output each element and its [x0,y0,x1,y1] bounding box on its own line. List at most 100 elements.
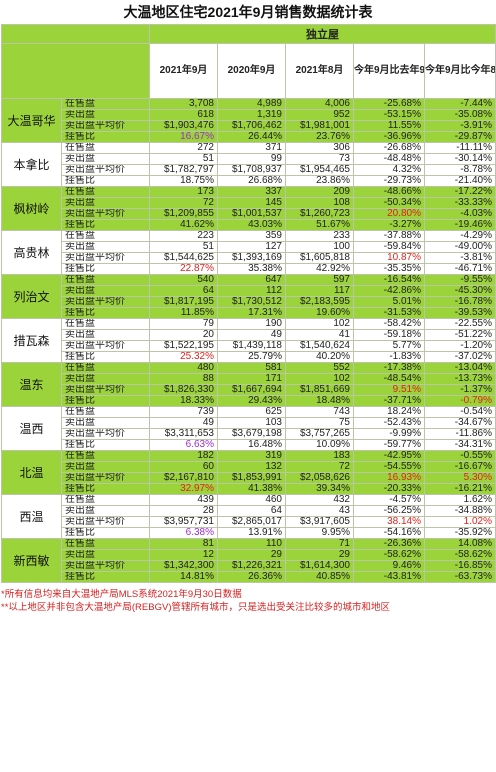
column-header: 2021年9月 [149,43,218,99]
metric-label: 卖出盘平均价 [61,296,150,308]
footer-note: *所有信息均来自大温地产局MLS系统2021年9月30日数据 [1,589,242,600]
data-cell: -3.27% [353,219,425,231]
data-cell: -54.16% [353,527,425,539]
data-cell: 43.03% [217,219,286,231]
data-cell: 439 [149,494,218,506]
data-cell: 43 [285,505,354,517]
data-cell: -4.57% [353,494,425,506]
data-cell: 79 [149,318,218,330]
data-cell: 23.86% [285,175,354,187]
data-cell: 64 [217,505,286,517]
data-cell: 17.31% [217,307,286,319]
table-row: 卖出盘 72 145 108 -50.34% -33.33% [2,197,496,209]
data-cell: 103 [217,417,286,429]
data-cell: -35.35% [353,263,425,275]
metric-label: 挂售比 [61,439,150,451]
data-cell: 40.20% [285,351,354,363]
data-cell: 743 [285,406,354,418]
table-body: 大温哥华 在售盘 3,708 4,989 4,006 -25.68% -7.44% 卖出盘 61… [1,98,496,583]
table-row: 卖出盘 51 99 73 -48.48% -30.14% [2,153,496,165]
data-cell: 18.33% [149,395,218,407]
metric-label: 在售盘 [61,98,150,110]
data-cell: $1,439,118 [217,340,286,352]
data-cell: 25.32% [149,351,218,363]
data-cell: 552 [285,362,354,374]
table-row: 挂售比 41.62% 43.03% 51.67% -3.27% -19.46% [2,219,496,231]
data-cell: $2,167,810 [149,472,218,484]
data-cell: -1.20% [423,340,496,352]
data-cell: -4.03% [423,208,496,220]
data-cell: -1.83% [353,351,425,363]
metric-label: 挂售比 [61,351,150,363]
table-row: 卖出盘 49 103 75 -52.43% -34.67% [2,417,496,429]
section-title: 独立屋 [148,24,496,44]
data-cell: 4.32% [353,164,425,176]
region-name: 本拿比 [1,142,62,187]
data-cell: 359 [217,230,286,242]
data-cell: 108 [285,197,354,209]
data-cell: -58.62% [423,549,496,561]
data-cell: 110 [217,538,286,550]
data-cell: $1,730,512 [217,296,286,308]
data-cell: -34.67% [423,417,496,429]
data-cell: 26.36% [217,571,286,583]
data-cell: 233 [285,230,354,242]
table-row: 列治文 在售盘 540 647 597 -16.54% -9.55% [1,274,496,319]
data-cell: 16.67% [149,131,218,143]
data-cell: -16.67% [423,461,496,473]
data-cell: -34.88% [423,505,496,517]
data-cell: 171 [217,373,286,385]
metric-label: 挂售比 [61,483,150,495]
metric-label: 卖出盘 [61,241,150,253]
table-row: 卖出盘平均价 $1,903,476 $1,706,462 $1,981,001 11.5… [2,120,496,132]
data-cell: $1,954,465 [285,164,354,176]
metric-label: 卖出盘平均价 [61,428,150,440]
data-cell: -42.86% [353,285,425,297]
data-cell: 6.38% [149,527,218,539]
data-cell: 29 [217,549,286,561]
data-cell: 9.46% [353,560,425,572]
data-cell: 132 [217,461,286,473]
data-cell: $1,260,723 [285,208,354,220]
data-cell: 145 [217,197,286,209]
data-cell: 739 [149,406,218,418]
metric-label: 挂售比 [61,175,150,187]
table-row: 挂售比 11.85% 17.31% 19.60% -31.53% -39.53% [2,307,496,319]
data-cell: -53.15% [353,109,425,121]
data-cell: 72 [285,461,354,473]
column-header: 2021年8月 [285,43,354,99]
table-row: 大温哥华 在售盘 3,708 4,989 4,006 -25.68% -7.44% [1,98,496,143]
metric-label: 卖出盘平均价 [61,120,150,132]
region-name: 枫树岭 [1,186,62,231]
data-cell: -17.22% [423,186,496,198]
sales-stats-table: 独立屋 2021年9月 2020年9月 2021年8月 今年9月比去年9月增加%… [1,24,496,583]
data-cell: $1,540,624 [285,340,354,352]
data-cell: 32.97% [149,483,218,495]
data-cell: 117 [285,285,354,297]
metric-label: 在售盘 [61,230,150,242]
metric-label: 卖出盘 [61,109,150,121]
table-row: 卖出盘 20 49 41 -59.18% -51.22% [2,329,496,341]
data-cell: -50.34% [353,197,425,209]
region-name: 北温 [1,450,62,495]
data-cell: 223 [149,230,218,242]
metric-label: 在售盘 [61,538,150,550]
metric-label: 卖出盘 [61,153,150,165]
data-cell: 75 [285,417,354,429]
column-header: 今年9月比去年9月增加% [353,43,425,99]
table-row: 卖出盘 60 132 72 -54.55% -16.67% [2,461,496,473]
data-cell: -3.91% [423,120,496,132]
data-cell: 11.85% [149,307,218,319]
table-row: 挂售比 18.33% 29.43% 18.48% -37.71% -0.79% [2,395,496,407]
data-cell: 40.85% [285,571,354,583]
data-cell: $1,001,537 [217,208,286,220]
data-cell: -9.99% [353,428,425,440]
data-cell: $1,226,321 [217,560,286,572]
data-cell: 49 [217,329,286,341]
data-cell: $3,957,731 [149,516,218,528]
table-row: 挂售比 6.38% 13.91% 9.95% -54.16% -35.92% [2,527,496,539]
table-row: 卖出盘 618 1,319 952 -53.15% -35.08% [2,109,496,121]
data-cell: -9.55% [423,274,496,286]
data-cell: 41.38% [217,483,286,495]
data-cell: -13.73% [423,373,496,385]
